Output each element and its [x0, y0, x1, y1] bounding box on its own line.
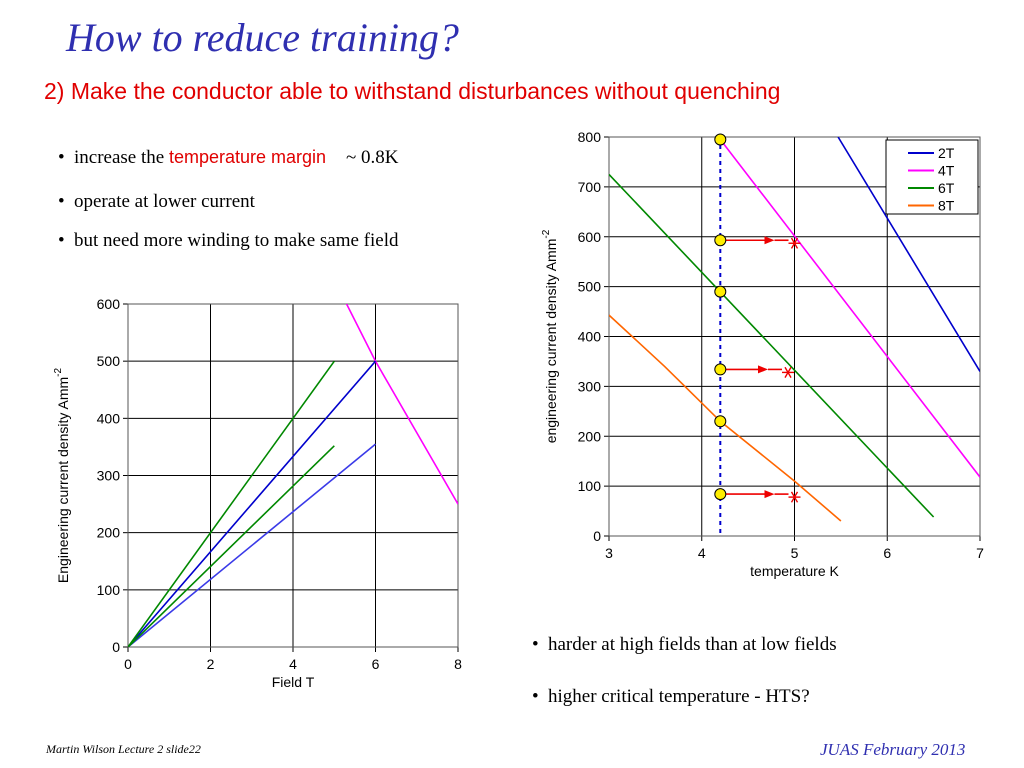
bullet-more-winding: • but need more winding to make same fiel…: [58, 230, 399, 252]
series-line-line-3: [128, 443, 377, 647]
bullet-text: operate at lower current: [74, 191, 255, 212]
asterisk-stroke: [784, 366, 792, 378]
operating-point-marker: [714, 363, 727, 376]
slide-title: How to reduce training?: [66, 15, 459, 60]
bullet-lower-current: • operate at lower current: [58, 191, 255, 213]
operating-point-marker: [714, 285, 727, 298]
bullet-glyph: •: [58, 230, 65, 251]
x-tick-label: 6: [883, 545, 891, 561]
quench-asterisk-marker: [788, 491, 801, 503]
x-tick-label: 7: [976, 545, 984, 561]
series-line-line-5: [128, 445, 335, 647]
y-tick-label: 200: [97, 525, 121, 541]
bullet-temperature-margin: • increase the temperature margin ~ 0.8K: [58, 147, 399, 169]
quench-asterisk-marker: [782, 366, 795, 378]
x-tick-label: 6: [372, 656, 380, 672]
y-tick-label: 100: [97, 582, 121, 598]
bullet-glyph: •: [58, 191, 65, 212]
slide-subtitle: 2) Make the conductor able to withstand …: [44, 78, 781, 104]
y-tick-label: 700: [578, 179, 602, 195]
y-tick-label: 100: [578, 478, 602, 494]
margin-value: ~ 0.8K: [346, 147, 399, 168]
series-line-6T: [609, 173, 935, 518]
x-tick-label: 4: [289, 656, 297, 672]
margin-arrow-head: [758, 365, 769, 374]
operating-point-marker: [714, 234, 727, 247]
margin-arrow-head: [764, 236, 775, 245]
bullet-text: higher critical temperature - HTS?: [548, 686, 810, 707]
y-axis-label: engineering current density Amm-2: [541, 229, 559, 443]
series-line-2T: [837, 137, 980, 372]
legend-label-8T: 8T: [938, 198, 955, 214]
y-tick-label: 500: [578, 279, 602, 295]
bullet-hts: • higher critical temperature - HTS?: [532, 686, 810, 708]
plot-border: [608, 136, 981, 537]
y-axis-label: Engineering current density Amm-2: [53, 368, 71, 584]
legend-label-4T: 4T: [938, 163, 955, 179]
y-tick-label: 300: [97, 468, 121, 484]
operating-point-marker: [714, 488, 727, 501]
bullet-text: increase the: [74, 147, 169, 168]
quench-asterisk-marker: [788, 237, 801, 249]
bullet-high-fields: • harder at high fields than at low field…: [532, 634, 837, 656]
series-line-4T: [719, 139, 980, 478]
temperature-margin-highlight: temperature margin: [168, 147, 327, 167]
x-tick-label: 4: [698, 545, 706, 561]
x-axis-label: temperature K: [750, 563, 839, 579]
y-tick-label: 0: [593, 528, 601, 544]
bullet-glyph: •: [58, 147, 65, 168]
x-tick-label: 0: [124, 656, 132, 672]
x-axis-label: Field T: [272, 674, 315, 690]
footer-author: Martin Wilson Lecture 2 slide22: [46, 742, 201, 756]
y-tick-label: 300: [578, 378, 602, 394]
legend-label-6T: 6T: [938, 180, 955, 196]
footer-event: JUAS February 2013: [820, 740, 966, 759]
y-tick-label: 500: [97, 353, 121, 369]
series-line-line-2: [128, 360, 377, 647]
x-tick-label: 5: [791, 545, 799, 561]
bullet-glyph: •: [532, 634, 539, 655]
operating-point-marker: [714, 133, 727, 146]
bullet-text: harder at high fields than at low fields: [548, 634, 837, 655]
legend-label-2T: 2T: [938, 145, 955, 161]
legend-box: [885, 139, 979, 215]
x-tick-label: 3: [605, 545, 613, 561]
bullet-glyph: •: [532, 686, 539, 707]
margin-arrow-head: [764, 490, 775, 499]
y-tick-label: 400: [578, 329, 602, 345]
asterisk-stroke: [790, 237, 799, 249]
y-tick-label: 200: [578, 428, 602, 444]
y-tick-label: 600: [578, 229, 602, 245]
x-tick-label: 8: [454, 656, 462, 672]
bullet-text: but need more winding to make same field: [74, 230, 399, 251]
y-tick-label: 800: [578, 129, 602, 145]
operating-point-marker: [714, 415, 727, 428]
series-line-line-4: [128, 360, 335, 647]
x-tick-label: 2: [207, 656, 215, 672]
y-tick-label: 400: [97, 410, 121, 426]
asterisk-stroke: [790, 491, 799, 503]
plot-border: [127, 303, 459, 648]
y-tick-label: 0: [112, 639, 120, 655]
y-tick-label: 600: [97, 296, 121, 312]
